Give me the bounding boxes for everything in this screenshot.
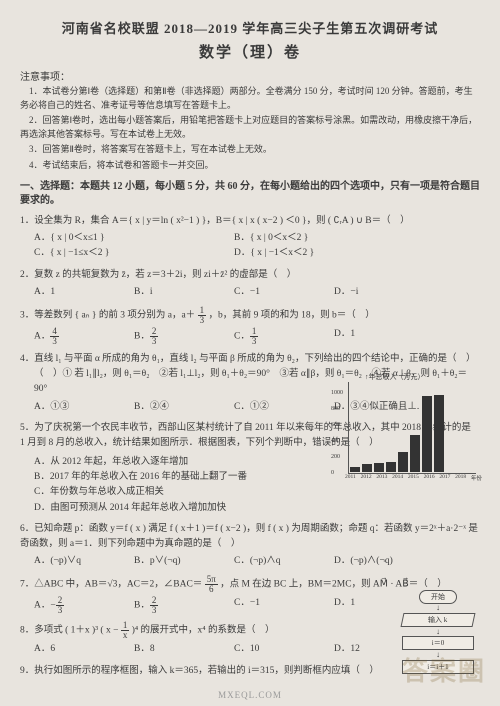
bar-2011 bbox=[350, 467, 360, 472]
chart-xaxis: 2011 2012 2013 2014 2015 2016 2017 2018 年份 bbox=[345, 474, 482, 482]
arrow-icon: ↓ bbox=[402, 652, 474, 658]
notice-4: 4．考试结束后，将本试卷和答题卡一并交回。 bbox=[20, 159, 480, 173]
q7-opt-a: A．−23 bbox=[34, 596, 134, 615]
q3-opt-b: B．23 bbox=[134, 327, 234, 346]
xtick: 2012 bbox=[361, 474, 372, 482]
question-9: 9．执行如图所示的程序框图，输入 k＝365，若输出的 i＝315，则判断框内应… bbox=[20, 664, 380, 679]
q7-frac: 5π6 bbox=[205, 575, 218, 594]
q2-opt-a: A．1 bbox=[34, 285, 134, 300]
flowchart: 开始 ↓ 输入 k ↓ i＝0 ↓ i＝i＋1 bbox=[402, 589, 474, 676]
flow-input: 输入 k bbox=[401, 613, 476, 627]
q6-opt-d: D．(¬p)∧(¬q) bbox=[334, 554, 434, 569]
xtick: 2011 bbox=[345, 474, 356, 482]
notice-1: 1．本试卷分第Ⅰ卷（选择题）和第Ⅱ卷（非选择题）两部分。全卷满分 150 分，考… bbox=[20, 85, 480, 112]
bar-2015 bbox=[398, 452, 408, 472]
q8-opt-b: B．8 bbox=[134, 642, 234, 657]
q8-stem-a: 8．多项式 ( 1＋x )³ ( x − bbox=[20, 626, 118, 636]
xtick: 2014 bbox=[392, 474, 403, 482]
bar-2017 bbox=[422, 396, 432, 472]
q8-stem-b: )⁴ 的展开式中，x⁴ 的系数是（ ） bbox=[132, 626, 275, 636]
q7-opt-b: B．23 bbox=[134, 596, 234, 615]
q8-frac: 1x bbox=[121, 621, 130, 640]
q1-opt-d: D．{ x | −1＜x＜2 } bbox=[234, 246, 434, 261]
q2-opt-c: C．−1 bbox=[234, 285, 334, 300]
chart-title: ↑年总收入（万元） bbox=[365, 372, 425, 382]
q7-opt-c: C．−1 bbox=[234, 596, 334, 615]
question-1: 1．设全集为 R，集合 A＝{ x | y＝ln ( x²−1 ) }，B＝{ … bbox=[20, 214, 480, 262]
ytick-1000: 1000 bbox=[331, 390, 343, 396]
q1-opt-a: A．{ x | 0＜x≤1 } bbox=[34, 231, 234, 246]
ytick-0: 0 bbox=[331, 470, 334, 476]
q9-stem: 9．执行如图所示的程序框图，输入 k＝365，若输出的 i＝315，则判断框内应… bbox=[20, 666, 379, 676]
ytick-200: 200 bbox=[331, 454, 340, 460]
arrow-icon: ↓ bbox=[402, 605, 474, 611]
bar-2016 bbox=[410, 435, 420, 472]
q1-stem: 1．设全集为 R，集合 A＝{ x | y＝ln ( x²−1 ) }，B＝{ … bbox=[20, 216, 410, 226]
question-6: 6．已知命题 p：函数 y＝f ( x ) 满足 f ( x＋1 )＝f ( x… bbox=[20, 522, 480, 570]
q3-opt-a: A．43 bbox=[34, 327, 134, 346]
notice-2: 2．回答第Ⅰ卷时，选出每小题答案后，用铅笔把答题卡上对应题目的答案标号涂黑。如需… bbox=[20, 114, 480, 141]
flow-step-1: i＝0 bbox=[402, 636, 474, 650]
flow-start: 开始 bbox=[419, 590, 457, 604]
xtick: 2017 bbox=[439, 474, 450, 482]
question-3: 3．等差数列 { aₙ } 的前 3 项分别为 a，a＋ 13 ，b，其前 9 … bbox=[20, 306, 480, 346]
ytick-800: 800 bbox=[331, 406, 340, 412]
q7-stem-a: 7．△ABC 中，AB＝√3，AC＝2，∠BAC＝ bbox=[20, 580, 202, 590]
bar-chart: ↑年总收入（万元） 0 200 400 600 800 1000 2011201… bbox=[348, 382, 476, 474]
xtick: 2013 bbox=[376, 474, 387, 482]
q4-stem: 4．直线 l₁ 与平面 α 所成的角为 θ₁，直线 l₂ 与平面 β 所成的角为… bbox=[20, 352, 480, 367]
q2-opt-b: B．i bbox=[134, 285, 234, 300]
footer-url: MXEQL.COM bbox=[0, 690, 500, 700]
xtick: 2015 bbox=[408, 474, 419, 482]
xtick: 2016 bbox=[424, 474, 435, 482]
q8-opt-a: A．6 bbox=[34, 642, 134, 657]
bar-2014 bbox=[386, 462, 396, 472]
q3-opt-d: D．1 bbox=[334, 327, 434, 346]
xtick: 2018 bbox=[455, 474, 466, 482]
flow-step-2: i＝i＋1 bbox=[402, 660, 474, 674]
q3-opt-c: C．13 bbox=[234, 327, 334, 346]
q3-stem-b: ，b，其前 9 项的和为 18，则 b＝（ ） bbox=[208, 311, 374, 321]
q3-stem-a: 3．等差数列 { aₙ } 的前 3 项分别为 a，a＋ bbox=[20, 311, 195, 321]
q2-stem: 2．复数 z 的共轭复数为 z̄，若 z＝3＋2i，则 zi＋z̄² 的虚部是（… bbox=[20, 270, 296, 280]
q4-opt-b: B．②④ bbox=[134, 400, 234, 415]
q5-opt-c: C．年份数与年总收入成正相关 bbox=[34, 485, 476, 500]
arrow-icon: ↓ bbox=[402, 629, 474, 635]
chart-bars bbox=[350, 392, 476, 472]
q6-stem: 6．已知命题 p：函数 y＝f ( x ) 满足 f ( x＋1 )＝f ( x… bbox=[20, 522, 480, 552]
q8-opt-c: C．10 bbox=[234, 642, 334, 657]
q2-opt-d: D．−i bbox=[334, 285, 434, 300]
xlabel: 年份 bbox=[471, 474, 482, 482]
q3-frac: 13 bbox=[198, 306, 207, 325]
exam-subject: 数学（理）卷 bbox=[20, 41, 480, 62]
q6-opt-a: A．(¬p)∨q bbox=[34, 554, 134, 569]
q1-opt-b: B．{ x | 0＜x＜2 } bbox=[234, 231, 434, 246]
q4-opt-a: A．①③ bbox=[34, 400, 134, 415]
bar-2013 bbox=[374, 463, 384, 472]
exam-title: 河南省名校联盟 2018—2019 学年高三尖子生第五次调研考试 bbox=[20, 18, 480, 37]
q6-opt-c: C．(¬p)∧q bbox=[234, 554, 334, 569]
q6-opt-b: B．p∨(¬q) bbox=[134, 554, 234, 569]
bar-2018 bbox=[434, 395, 444, 472]
q4-opt-c: C．①② bbox=[234, 400, 334, 415]
q5-opt-d: D．由图可预测从 2014 年起年总收入增加加快 bbox=[34, 501, 476, 516]
ytick-600: 600 bbox=[331, 422, 340, 428]
question-2: 2．复数 z 的共轭复数为 z̄，若 z＝3＋2i，则 zi＋z̄² 的虚部是（… bbox=[20, 268, 480, 300]
bar-2012 bbox=[362, 464, 372, 472]
ytick-400: 400 bbox=[331, 438, 340, 444]
q1-opt-c: C．{ x | −1≤x＜2 } bbox=[34, 246, 234, 261]
notice-label: 注意事项： bbox=[20, 68, 480, 83]
notice-3: 3．回答第Ⅱ卷时，将答案写在答题卡上，写在本试卷上无效。 bbox=[20, 143, 480, 157]
section-1-heading: 一、选择题：本题共 12 小题，每小题 5 分，共 60 分，在每小题给出的四个… bbox=[20, 180, 480, 208]
